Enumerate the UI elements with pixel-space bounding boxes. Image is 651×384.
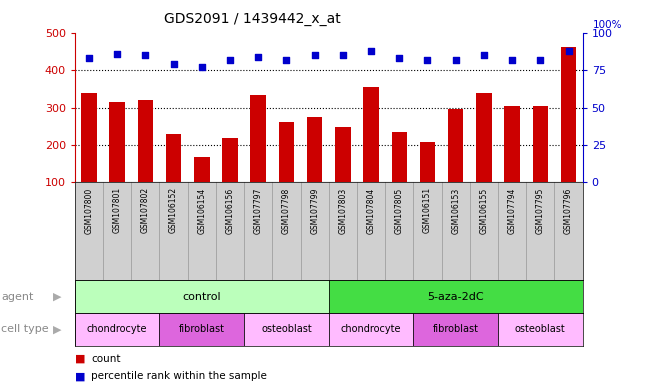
- Bar: [505, 106, 520, 220]
- Bar: [329, 280, 583, 313]
- Text: GSM107803: GSM107803: [339, 187, 348, 233]
- Point: [140, 52, 150, 58]
- Text: chondrocyte: chondrocyte: [341, 324, 401, 334]
- Bar: [244, 313, 329, 346]
- Bar: [279, 122, 294, 220]
- Bar: [194, 157, 210, 220]
- Text: GSM106155: GSM106155: [479, 187, 488, 233]
- Bar: [391, 132, 407, 220]
- Text: chondrocyte: chondrocyte: [87, 324, 147, 334]
- Text: GSM107797: GSM107797: [254, 187, 263, 234]
- Text: 5-aza-2dC: 5-aza-2dC: [428, 291, 484, 302]
- Bar: [159, 313, 244, 346]
- Bar: [476, 93, 492, 220]
- Point: [338, 52, 348, 58]
- Bar: [81, 93, 97, 220]
- Text: count: count: [91, 354, 120, 364]
- Bar: [498, 313, 583, 346]
- Text: GSM106156: GSM106156: [225, 187, 234, 233]
- Text: GSM107801: GSM107801: [113, 187, 122, 233]
- Point: [478, 52, 489, 58]
- Text: GSM107800: GSM107800: [85, 187, 94, 233]
- Bar: [533, 106, 548, 220]
- Point: [563, 48, 574, 54]
- Point: [535, 56, 546, 63]
- Bar: [307, 116, 322, 220]
- Text: GSM106151: GSM106151: [423, 187, 432, 233]
- Point: [507, 56, 518, 63]
- Text: ▶: ▶: [53, 291, 62, 302]
- Text: osteoblast: osteoblast: [515, 324, 566, 334]
- Bar: [448, 109, 464, 220]
- Bar: [166, 134, 182, 220]
- Point: [394, 55, 404, 61]
- Text: percentile rank within the sample: percentile rank within the sample: [91, 371, 267, 381]
- Text: GSM107802: GSM107802: [141, 187, 150, 233]
- Text: ■: ■: [75, 371, 85, 381]
- Text: agent: agent: [1, 291, 34, 302]
- Bar: [413, 313, 498, 346]
- Point: [281, 56, 292, 63]
- Point: [422, 56, 433, 63]
- Text: control: control: [182, 291, 221, 302]
- Point: [450, 56, 461, 63]
- Text: GDS2091 / 1439442_x_at: GDS2091 / 1439442_x_at: [164, 12, 341, 25]
- Bar: [363, 87, 379, 220]
- Text: fibroblast: fibroblast: [433, 324, 478, 334]
- Bar: [75, 313, 159, 346]
- Text: ▶: ▶: [53, 324, 62, 334]
- Bar: [251, 95, 266, 220]
- Point: [366, 48, 376, 54]
- Text: GSM107794: GSM107794: [508, 187, 517, 234]
- Bar: [75, 280, 329, 313]
- Point: [309, 52, 320, 58]
- Point: [169, 61, 179, 67]
- Text: GSM107796: GSM107796: [564, 187, 573, 234]
- Text: GSM106152: GSM106152: [169, 187, 178, 233]
- Text: GSM106153: GSM106153: [451, 187, 460, 233]
- Bar: [561, 47, 576, 220]
- Text: cell type: cell type: [1, 324, 49, 334]
- Text: GSM107804: GSM107804: [367, 187, 376, 233]
- Text: GSM107799: GSM107799: [310, 187, 319, 234]
- Text: GSM106154: GSM106154: [197, 187, 206, 233]
- Point: [197, 64, 207, 70]
- Bar: [329, 313, 413, 346]
- Text: GSM107798: GSM107798: [282, 187, 291, 233]
- Bar: [137, 100, 153, 220]
- Text: GSM107805: GSM107805: [395, 187, 404, 233]
- Bar: [420, 142, 436, 220]
- Text: GSM107795: GSM107795: [536, 187, 545, 234]
- Text: osteoblast: osteoblast: [261, 324, 312, 334]
- Point: [225, 56, 235, 63]
- Bar: [335, 127, 351, 220]
- Point: [112, 51, 122, 57]
- Text: ■: ■: [75, 354, 85, 364]
- Text: fibroblast: fibroblast: [179, 324, 225, 334]
- Point: [253, 53, 264, 60]
- Text: 100%: 100%: [593, 20, 622, 30]
- Point: [84, 55, 94, 61]
- Bar: [109, 102, 125, 220]
- Bar: [222, 138, 238, 220]
